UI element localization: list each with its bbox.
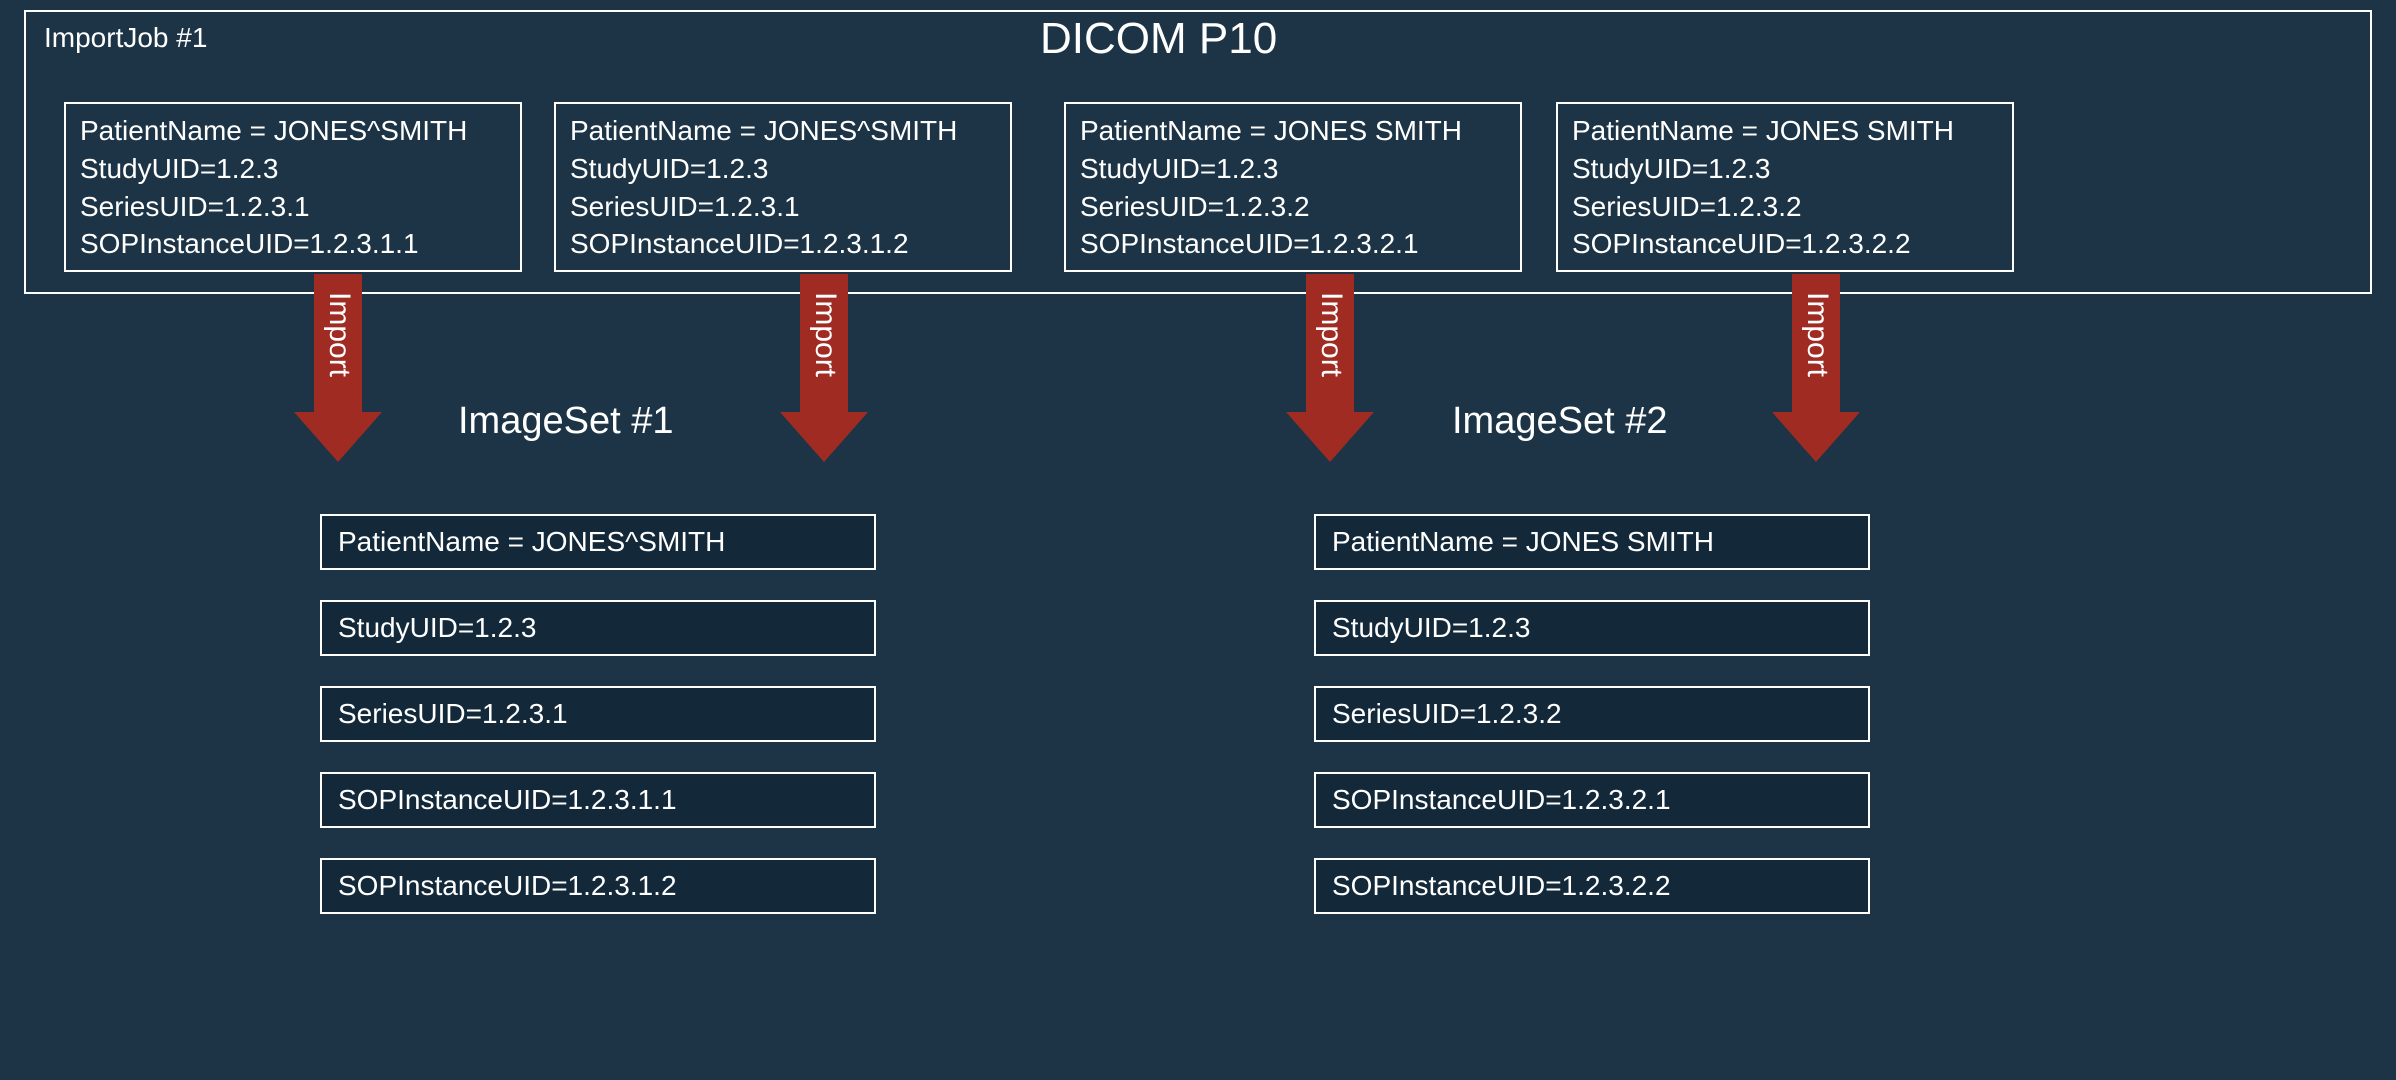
series-uid-field: SeriesUID=1.2.3.2 [1572,188,1998,226]
patient-name-field: PatientName = JONES SMITH [1080,112,1506,150]
dicom-instance-box: PatientName = JONES SMITH StudyUID=1.2.3… [1064,102,1522,272]
series-uid-field: SeriesUID=1.2.3.1 [570,188,996,226]
dicom-title: DICOM P10 [1040,14,1277,64]
imageset-field: SOPInstanceUID=1.2.3.2.2 [1314,858,1870,914]
sop-uid-field: SOPInstanceUID=1.2.3.1.2 [570,225,996,263]
imageset-field: SOPInstanceUID=1.2.3.2.1 [1314,772,1870,828]
series-uid-field: SeriesUID=1.2.3.2 [1080,188,1506,226]
patient-name-field: PatientName = JONES^SMITH [80,112,506,150]
sop-uid-field: SOPInstanceUID=1.2.3.2.1 [1080,225,1506,263]
arrow-label: Import [1314,292,1348,377]
series-uid-field: SeriesUID=1.2.3.1 [80,188,506,226]
import-job-label: ImportJob #1 [44,22,207,54]
imageset-field: SeriesUID=1.2.3.2 [1314,686,1870,742]
imageset-field: StudyUID=1.2.3 [320,600,876,656]
study-uid-field: StudyUID=1.2.3 [1572,150,1998,188]
dicom-instance-box: PatientName = JONES^SMITH StudyUID=1.2.3… [554,102,1012,272]
sop-uid-field: SOPInstanceUID=1.2.3.2.2 [1572,225,1998,263]
patient-name-field: PatientName = JONES^SMITH [570,112,996,150]
imageset-field: SeriesUID=1.2.3.1 [320,686,876,742]
arrow-label: Import [1800,292,1834,377]
dicom-instance-box: PatientName = JONES^SMITH StudyUID=1.2.3… [64,102,522,272]
sop-uid-field: SOPInstanceUID=1.2.3.1.1 [80,225,506,263]
study-uid-field: StudyUID=1.2.3 [80,150,506,188]
imageset-field: PatientName = JONES^SMITH [320,514,876,570]
imageset-field: StudyUID=1.2.3 [1314,600,1870,656]
imageset-field: PatientName = JONES SMITH [1314,514,1870,570]
dicom-instance-box: PatientName = JONES SMITH StudyUID=1.2.3… [1556,102,2014,272]
arrow-label: Import [322,292,356,377]
study-uid-field: StudyUID=1.2.3 [570,150,996,188]
arrow-label: Import [808,292,842,377]
imageset-label: ImageSet #2 [1452,400,1667,443]
imageset-field: SOPInstanceUID=1.2.3.1.1 [320,772,876,828]
patient-name-field: PatientName = JONES SMITH [1572,112,1998,150]
imageset-label: ImageSet #1 [458,400,673,443]
study-uid-field: StudyUID=1.2.3 [1080,150,1506,188]
imageset-field: SOPInstanceUID=1.2.3.1.2 [320,858,876,914]
